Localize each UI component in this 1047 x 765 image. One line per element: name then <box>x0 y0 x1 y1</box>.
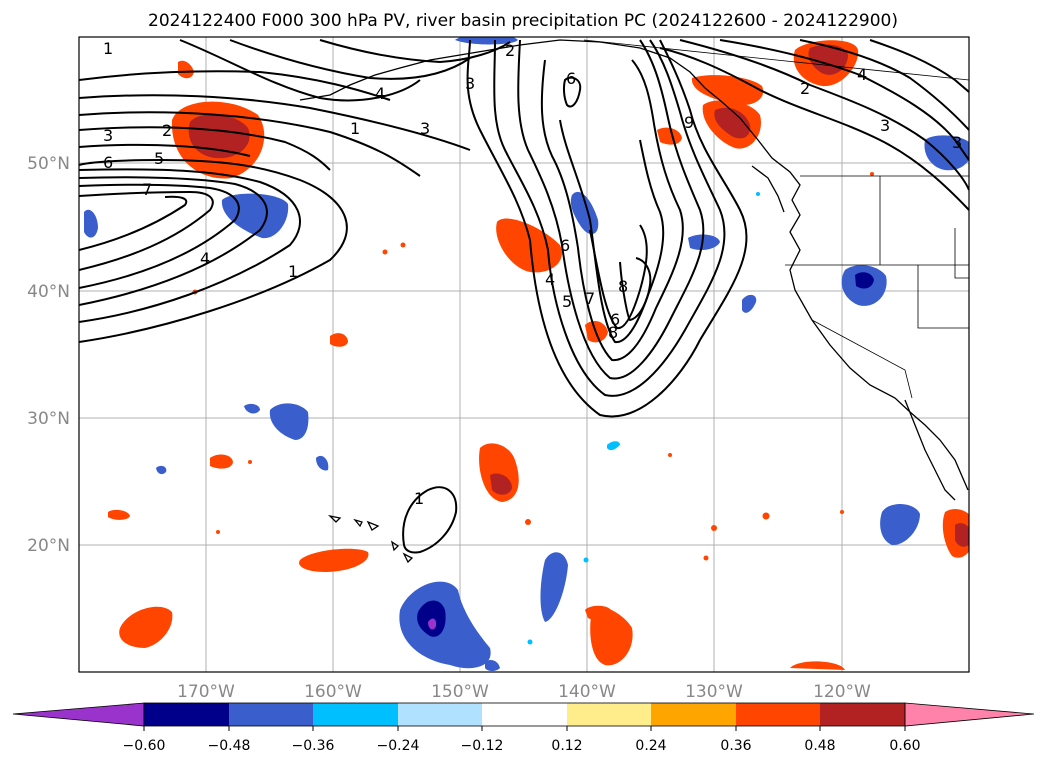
contour-label: 6 <box>610 310 620 329</box>
latitude-labels: 50°N 40°N 30°N 20°N <box>27 154 70 556</box>
colorbar-tick-label: −0.24 <box>377 738 420 754</box>
colorbar-tick-label: 0.12 <box>551 738 582 754</box>
precip-negative-regions <box>84 37 969 671</box>
contour-label: 8 <box>608 323 618 342</box>
contour-label: 3 <box>420 119 430 138</box>
map-panel: 1 3 2 5 6 7 4 1 1 3 4 3 2 6 9 6 4 5 7 8 … <box>79 37 969 672</box>
colorbar-segment <box>651 703 736 726</box>
pv-contours <box>79 39 969 554</box>
contour-label: 1 <box>288 262 298 281</box>
colorbar-tick-label: −0.60 <box>123 738 166 754</box>
contour-label: 6 <box>560 236 570 255</box>
contour-label: 4 <box>857 65 867 84</box>
colorbar-tick-labels: −0.60 −0.48 −0.36 −0.24 −0.12 0.12 0.24 … <box>123 738 921 754</box>
precip-positive-regions <box>108 40 969 670</box>
colorbar-tick-label: −0.36 <box>292 738 335 754</box>
lat-label: 50°N <box>27 154 70 174</box>
colorbar-segment <box>398 703 482 726</box>
lat-label: 40°N <box>27 282 70 302</box>
contour-label: 8 <box>618 277 628 296</box>
gridlines <box>79 37 969 672</box>
contour-label: 6 <box>566 69 576 88</box>
pv-contour-labels: 1 3 2 5 6 7 4 1 1 3 4 3 2 6 9 6 4 5 7 8 … <box>103 39 962 508</box>
colorbar-extend-high <box>904 702 1035 727</box>
contour-label: 2 <box>800 79 810 98</box>
colorbar-tick-label: 0.48 <box>804 738 835 754</box>
colorbar-segment <box>229 703 313 726</box>
colorbar-segment <box>144 703 229 726</box>
map-frame <box>78 36 970 673</box>
precip-blob-central <box>496 218 562 273</box>
lon-label: 140°W <box>558 682 616 702</box>
contour-label: 7 <box>142 180 152 199</box>
colorbar-ticks <box>143 726 906 731</box>
contour-label: 3 <box>465 74 475 93</box>
coastlines <box>299 39 969 564</box>
contour-label: 4 <box>375 84 385 103</box>
colorbar-segment <box>820 703 905 726</box>
colorbar-tick-label: 0.60 <box>889 738 920 754</box>
contour-label: 1 <box>414 489 424 508</box>
contour-label: 3 <box>103 126 113 145</box>
contour-label: 4 <box>200 249 210 268</box>
contour-label: 5 <box>154 149 164 168</box>
colorbar-segment <box>736 703 820 726</box>
lat-label: 20°N <box>27 536 70 556</box>
colorbar-tick-label: −0.12 <box>461 738 504 754</box>
colorbar: −0.60 −0.48 −0.36 −0.24 −0.12 0.12 0.24 … <box>12 702 1035 754</box>
colorbar-tick-label: 0.36 <box>720 738 751 754</box>
colorbar-extend-low <box>12 702 145 727</box>
contour-label: 9 <box>684 113 694 132</box>
contour-label: 1 <box>103 39 113 58</box>
contour-label: 6 <box>103 153 113 172</box>
contour-label: 7 <box>585 289 595 308</box>
contour-label: 5 <box>562 292 572 311</box>
lon-label: 170°W <box>177 682 235 702</box>
contour-label: 2 <box>505 41 515 60</box>
contour-label: 1 <box>350 119 360 138</box>
colorbar-segment <box>567 703 651 726</box>
lon-label: 150°W <box>431 682 489 702</box>
lon-label: 160°W <box>304 682 362 702</box>
lat-label: 30°N <box>27 409 70 429</box>
lon-label: 120°W <box>813 682 871 702</box>
map-title: 2024122400 F000 300 hPa PV, river basin … <box>148 11 898 31</box>
lon-label: 130°W <box>685 682 743 702</box>
contour-label: 3 <box>952 133 962 152</box>
colorbar-tick-label: −0.48 <box>208 738 251 754</box>
colorbar-tick-label: 0.24 <box>635 738 666 754</box>
colorbar-segment <box>482 703 567 726</box>
precip-blob-hawaii-s <box>399 581 491 669</box>
contour-label: 4 <box>545 270 555 289</box>
contour-label: 3 <box>880 116 890 135</box>
longitude-labels: 170°W 160°W 150°W 140°W 130°W 120°W <box>177 682 871 702</box>
political-borders <box>583 39 969 399</box>
colorbar-segment <box>313 703 398 726</box>
contour-label: 2 <box>162 121 172 140</box>
